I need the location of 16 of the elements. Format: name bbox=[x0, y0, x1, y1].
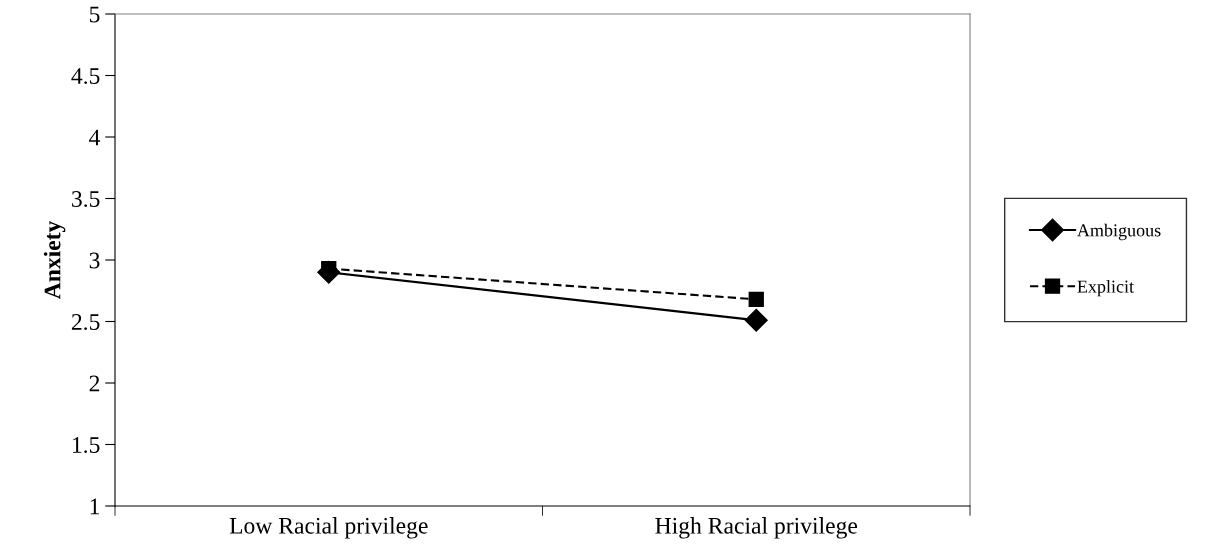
y-tick-label: 1.5 bbox=[72, 437, 100, 454]
y-tick-label: 2 bbox=[89, 375, 100, 392]
y-axis-title: Anxiety bbox=[43, 220, 66, 300]
y-tick-label: 4.5 bbox=[71, 68, 100, 85]
legend-label: Ambiguous bbox=[1077, 223, 1161, 241]
point bbox=[744, 308, 768, 332]
x-tick-label: High Racial privilege bbox=[655, 517, 858, 539]
y-tick-label: 5 bbox=[89, 6, 100, 23]
legend-label: Explicit bbox=[1077, 280, 1134, 297]
y-tick-label: 3.5 bbox=[72, 191, 100, 208]
y-tick-label: 4 bbox=[89, 129, 101, 146]
y-tick-label: 1 bbox=[90, 498, 99, 515]
y-tick-label: 3 bbox=[89, 252, 100, 269]
point bbox=[748, 291, 764, 307]
x-tick-label: Low Racial privilege bbox=[229, 517, 428, 539]
y-tick-label: 2.5 bbox=[71, 314, 100, 331]
